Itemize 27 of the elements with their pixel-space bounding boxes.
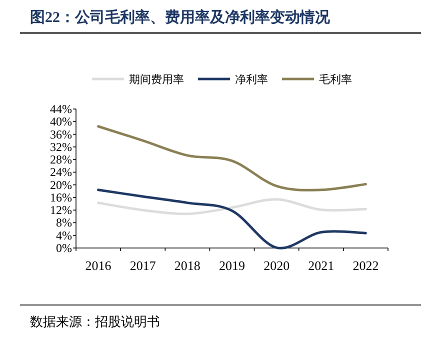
y-tick-label: 16% [50,190,72,204]
y-tick-label: 0% [56,241,72,255]
y-tick-label: 28% [50,152,72,167]
y-tick-label: 36% [50,127,72,142]
legend-label: 净利率 [235,73,268,86]
line-series [97,188,367,250]
chart-title: 图22：公司毛利率、费用率及净利率变动情况 [30,8,331,26]
legend-label: 期间费用率 [129,73,184,86]
x-tick-label: 2020 [264,258,290,273]
x-tick-label: 2019 [219,258,245,273]
y-tick-label: 12% [50,203,72,218]
x-tick-label: 2018 [174,258,200,273]
line-series [97,198,367,216]
line-series [97,125,367,192]
source-note: 数据来源：招股说明书 [30,314,160,329]
y-tick-label: 24% [50,165,72,180]
legend-label: 毛利率 [319,73,352,86]
x-tick-label: 2021 [308,258,334,273]
y-tick-label: 20% [50,178,72,192]
y-tick-label: 4% [56,228,72,242]
x-tick-label: 2017 [130,258,156,273]
y-tick-label: 44% [50,102,72,116]
y-tick-label: 8% [56,216,72,230]
y-tick-label: 32% [50,140,72,154]
x-tick-label: 2016 [85,258,112,273]
x-tick-label: 2022 [352,258,379,273]
y-tick-label: 40% [50,114,72,129]
